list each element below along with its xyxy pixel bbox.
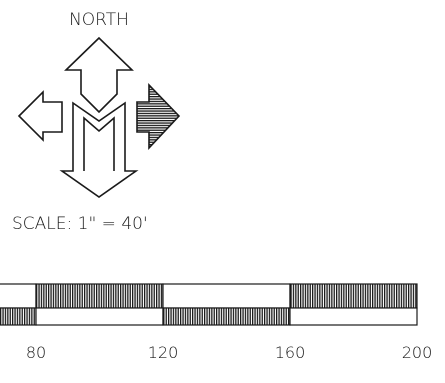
scale-tick-label: 120 [148,343,179,362]
scale-segment [289,307,418,326]
scale-segment [0,307,37,326]
scale-tick-label: 160 [275,343,306,362]
scale-text: SCALE: 1" = 40' [12,214,148,234]
left-arrow-icon [17,90,63,142]
scale-segment [162,307,291,326]
up-arrow-icon [64,36,134,114]
north-arrow-symbol [17,36,181,198]
m-detail-icon [83,116,115,171]
scale-segment [35,307,164,326]
right-arrow-icon [136,83,181,151]
scale-bar [0,283,418,326]
scale-tick-label: 80 [26,343,46,362]
scale-tick-label: 200 [402,343,433,362]
scale-segment [162,283,291,309]
scale-segment [289,283,418,309]
north-label: NORTH [69,10,129,30]
scale-segment [35,283,164,309]
down-arrow-icon [59,101,139,198]
scale-segment [0,283,37,309]
